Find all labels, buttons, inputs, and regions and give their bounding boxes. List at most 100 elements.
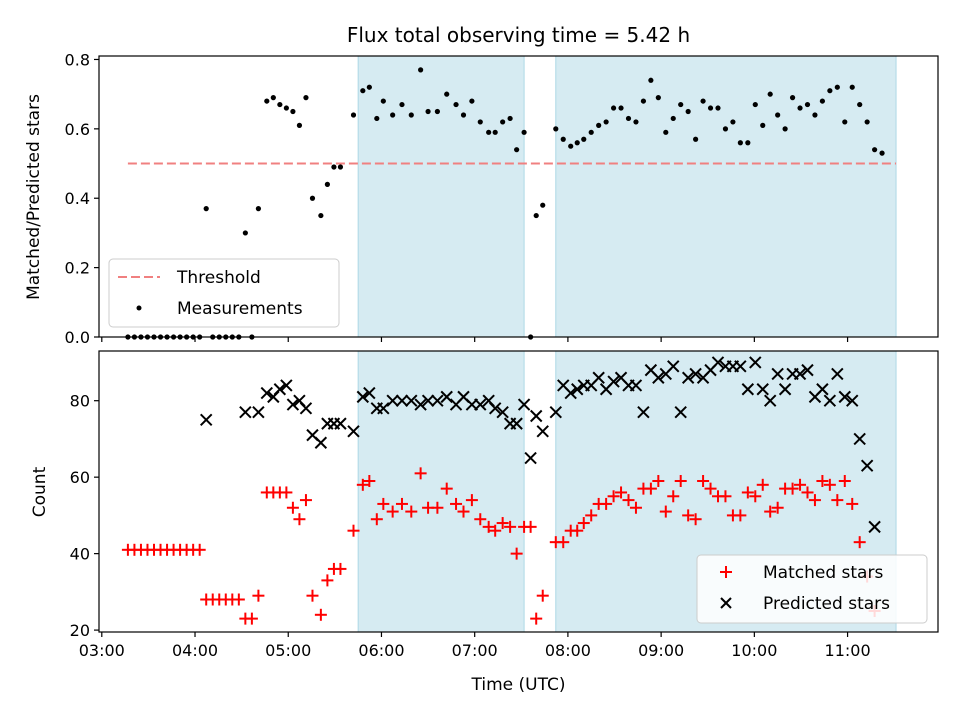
measurement-point [640, 98, 647, 104]
matched-star-point [667, 490, 680, 503]
matched-star-point [405, 505, 418, 518]
matched-star-point [697, 474, 710, 487]
predicted-star-point [771, 367, 784, 381]
measurement-point [827, 88, 833, 94]
y-tick-label: 0.6 [65, 120, 90, 139]
threshold-legend-label: Threshold [176, 268, 261, 288]
predicted-star-point [273, 383, 287, 396]
matched-star-point [280, 486, 293, 499]
predicted-star-points [199, 356, 881, 534]
top-y-axis: 0.0 0.2 0.4 0.6 0.8 [65, 50, 99, 347]
matched-star-point [838, 474, 851, 487]
matched-star-point [771, 501, 784, 514]
y-tick-label: 60 [70, 468, 90, 487]
matched-star-point [377, 497, 390, 510]
predicted-star-point [252, 405, 265, 419]
measurement-point [745, 140, 751, 146]
matched-star-point [193, 543, 206, 556]
matched-star-point [622, 494, 635, 507]
predicted-star-point [530, 409, 543, 423]
measurement-point [255, 206, 262, 212]
matched-star-point [577, 517, 590, 530]
measurement-point [418, 67, 424, 73]
predicted-star-point [592, 371, 605, 384]
matched-star-point [245, 612, 258, 625]
matched-star-point [232, 593, 245, 606]
measurement-point [444, 91, 450, 97]
measurement-point [533, 212, 539, 219]
matched-star-point [386, 505, 399, 518]
measurement-point [290, 108, 296, 115]
matched-star-point [530, 612, 543, 625]
measurement-point [648, 77, 654, 83]
measurement-point [380, 98, 386, 104]
predicted-star-point [607, 375, 620, 388]
matched-star-point [504, 520, 517, 533]
bottom-y-axis: 20 40 60 80 [70, 392, 99, 640]
measurement-point [618, 105, 624, 111]
bottom-plot-frame [98, 350, 939, 633]
matched-star-point [682, 509, 695, 522]
matched-star-point [414, 467, 427, 480]
measurement-point [318, 212, 324, 219]
x-tick-label: 08:00 [545, 641, 591, 660]
predicted-star-point [496, 405, 509, 419]
matched-star-point [347, 524, 360, 537]
predicted-star-point [756, 383, 769, 396]
measurement-point [581, 136, 587, 142]
predicted-star-point [853, 432, 866, 446]
matched-star-point [536, 589, 549, 602]
predicted-star-point [199, 413, 213, 427]
matched-star-point [756, 478, 769, 491]
measurement-point [603, 119, 609, 125]
y-tick-label: 0.4 [65, 189, 90, 208]
predicted-star-point [667, 360, 680, 373]
measurement-point [453, 101, 459, 108]
matched-star-point [704, 482, 717, 495]
predicted-star-point [838, 390, 851, 404]
predicted-star-point [629, 379, 643, 392]
measurement-point [700, 98, 706, 104]
predicted-star-point [414, 398, 427, 411]
predicted-star-point [280, 379, 293, 392]
measurement-point [540, 202, 546, 208]
measurements-legend-label: Measurements [177, 299, 303, 319]
predicted-star-point [488, 402, 502, 415]
matched-star-point [314, 608, 327, 621]
matched-star-point [808, 494, 821, 507]
measurement-point [553, 126, 559, 132]
measurement-point [819, 98, 826, 104]
measurement-point [203, 206, 209, 212]
measurement-point [842, 119, 848, 125]
measurement-point [434, 108, 440, 115]
matched-star-point [334, 562, 347, 575]
bottom-y-label: Count [30, 466, 50, 517]
matched-star-point [252, 589, 265, 602]
measurement-point [374, 115, 380, 122]
predicted-star-point [801, 363, 814, 377]
matched-star-point [489, 524, 502, 537]
predicted-star-point [778, 383, 792, 396]
predicted-star-point [711, 356, 725, 369]
predicted-star-point [674, 405, 687, 419]
predicted-star-point [395, 394, 409, 407]
measurement-point [477, 119, 483, 125]
bottom-legend-box [696, 554, 928, 624]
measurement-point [797, 105, 803, 111]
matched-star-point [816, 474, 829, 487]
measurement-point [296, 122, 303, 128]
matched-legend-swatch [720, 566, 732, 578]
observing-window-1 [357, 350, 525, 633]
measurement-point [707, 105, 714, 111]
measurement-point [872, 147, 878, 153]
matched-star-point [440, 482, 453, 495]
y-tick-label: 0.8 [65, 50, 90, 69]
matched-star-point [659, 505, 672, 518]
matched-legend-label: Matched stars [763, 563, 883, 583]
top-y-label: Matched/Predicted stars [24, 94, 44, 300]
measurement-point [507, 115, 513, 122]
predicted-star-point [347, 425, 360, 438]
matched-star-point [615, 486, 628, 499]
predicted-legend-label: Predicted stars [763, 594, 890, 614]
